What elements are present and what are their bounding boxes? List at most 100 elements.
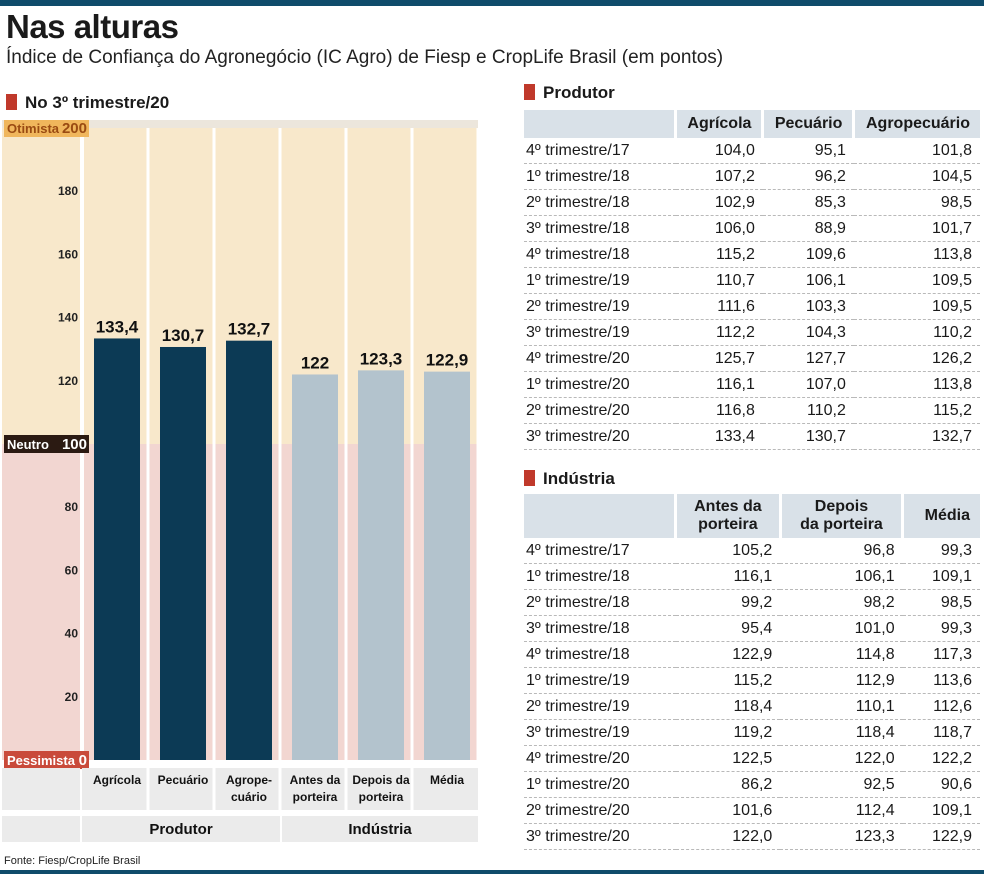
table-cell: 115,2: [853, 397, 980, 424]
row-label: 3º trimestre/20: [524, 423, 676, 450]
row-label: 2º trimestre/20: [524, 797, 676, 824]
table-row: 1º trimestre/18 116,1 106,1 109,1: [524, 563, 980, 590]
row-label: 1º trimestre/19: [524, 267, 676, 294]
table-column-header: Média: [901, 494, 980, 538]
reference-value: 100: [62, 436, 87, 453]
industria-table: Antes da porteira Depois da porteira Média 4º…: [524, 494, 980, 850]
table-cell: 133,4: [675, 423, 763, 450]
table-cell: 98,2: [780, 589, 903, 616]
y-tick-label: 120: [58, 374, 78, 388]
table-cell: 107,2: [675, 163, 763, 190]
row-label: 1º trimestre/18: [524, 563, 676, 590]
table-cell: 125,7: [675, 345, 763, 372]
bar-chart: 20 40 60 80 120 140 160 180 Otimista 200 Neutro 100…: [2, 120, 480, 842]
industria-table-title: Indústria: [543, 469, 615, 488]
table-cell: 90,6: [902, 771, 980, 798]
table-cell: 101,7: [853, 215, 980, 242]
table-row: 1º trimestre/18 107,2 96,2 104,5: [524, 163, 980, 190]
table-cell: 118,7: [902, 719, 980, 746]
table-row: 2º trimestre/19 118,4 110,1 112,6: [524, 693, 980, 720]
produtor-table: Agrícola Pecuário Agropecuário 4º trimestre…: [524, 110, 980, 450]
table-cell: 88,9: [762, 215, 854, 242]
y-tick-label: 20: [65, 690, 79, 704]
table-cell: 118,4: [780, 719, 903, 746]
table-cell: 123,3: [780, 823, 903, 850]
table-cell: 103,3: [762, 293, 854, 320]
table-cell: 98,5: [853, 189, 980, 216]
bar-1: [94, 338, 140, 760]
table-cell: 111,6: [675, 293, 763, 320]
reference-box-otimista: [4, 120, 89, 137]
reference-label: Otimista: [7, 121, 60, 136]
table-cell: 99,2: [675, 589, 781, 616]
bar-6: [424, 371, 470, 760]
table-cell: 113,8: [853, 241, 980, 268]
table-cell: 105,2: [675, 538, 781, 564]
table-cell: 101,0: [780, 615, 903, 642]
row-label: 4º trimestre/17: [524, 538, 676, 564]
table-cell: 96,8: [780, 538, 903, 564]
table-cell: 110,2: [853, 319, 980, 346]
row-label: 1º trimestre/20: [524, 771, 676, 798]
table-cell: 122,0: [675, 823, 781, 850]
group-label: Indústria: [348, 821, 412, 838]
table-cell: 122,0: [780, 745, 903, 772]
table-cell: 86,2: [675, 771, 781, 798]
table-row: 3º trimestre/20 122,0 123,3 122,9: [524, 823, 980, 850]
table-cell: 119,2: [675, 719, 781, 746]
y-tick-label: 60: [65, 563, 79, 577]
category-label: Agrope-: [226, 773, 272, 787]
table-row: 4º trimestre/20 122,5 122,0 122,2: [524, 745, 980, 772]
table-cell: 116,1: [675, 563, 781, 590]
table-row: 4º trimestre/17 105,2 96,8 99,3: [524, 538, 980, 564]
bottom-accent-bar: [0, 870, 984, 874]
top-accent-bar: [0, 0, 984, 6]
table-row: 4º trimestre/18 122,9 114,8 117,3: [524, 641, 980, 668]
bar-3: [226, 340, 272, 760]
table-row: 1º trimestre/20 116,1 107,0 113,8: [524, 371, 980, 398]
row-label: 2º trimestre/20: [524, 397, 676, 424]
table-cell: 112,4: [780, 797, 903, 824]
industria-section-head: Indústria: [524, 469, 615, 489]
page-title: Nas alturas: [6, 8, 179, 45]
y-tick-label: 40: [65, 627, 79, 641]
table-row: 3º trimestre/19 112,2 104,3 110,2: [524, 319, 980, 346]
table-column-header: Antes da porteira: [674, 494, 781, 538]
table-row: 1º trimestre/20 86,2 92,5 90,6: [524, 771, 980, 798]
reference-label: Neutro: [7, 437, 49, 452]
row-label: 1º trimestre/19: [524, 667, 676, 694]
category-label: cuário: [231, 790, 267, 804]
table-cell: 106,0: [675, 215, 763, 242]
table-cell: 104,3: [762, 319, 854, 346]
table-row: 1º trimestre/19 115,2 112,9 113,6: [524, 667, 980, 694]
data-label: 122: [301, 353, 329, 372]
table-cell: 110,7: [675, 267, 763, 294]
category-label: Antes da: [290, 773, 341, 787]
page-subtitle: Índice de Confiança do Agronegócio (IC A…: [6, 47, 724, 68]
table-row: 4º trimestre/18 115,2 109,6 113,8: [524, 241, 980, 268]
table-row: 4º trimestre/20 125,7 127,7 126,2: [524, 345, 980, 372]
reference-box-pessimista: [4, 751, 89, 769]
data-label: 133,4: [96, 317, 139, 336]
row-label: 2º trimestre/19: [524, 293, 676, 320]
table-cell: 99,3: [902, 615, 980, 642]
table-column-header: Agrícola: [673, 110, 763, 138]
row-label: 3º trimestre/19: [524, 319, 676, 346]
section-square-icon: [524, 84, 535, 100]
table-row: 4º trimestre/17 104,0 95,1 101,8: [524, 138, 980, 164]
table-cell: 117,3: [902, 641, 980, 668]
table-cell: 104,0: [675, 138, 763, 164]
row-label: 2º trimestre/18: [524, 589, 676, 616]
chart-title: No 3º trimestre/20: [25, 93, 170, 112]
table-cell: 113,6: [902, 667, 980, 694]
table-cell: 107,0: [762, 371, 854, 398]
table-cell: 115,2: [675, 241, 763, 268]
table-cell: 101,6: [675, 797, 781, 824]
table-cell: 104,5: [853, 163, 980, 190]
table-cell: 109,1: [902, 797, 980, 824]
table-row: 3º trimestre/19 119,2 118,4 118,7: [524, 719, 980, 746]
section-square-icon: [6, 94, 17, 110]
table-cell: 109,5: [853, 267, 980, 294]
table-cell: 122,5: [675, 745, 781, 772]
table-cell: 110,2: [762, 397, 854, 424]
